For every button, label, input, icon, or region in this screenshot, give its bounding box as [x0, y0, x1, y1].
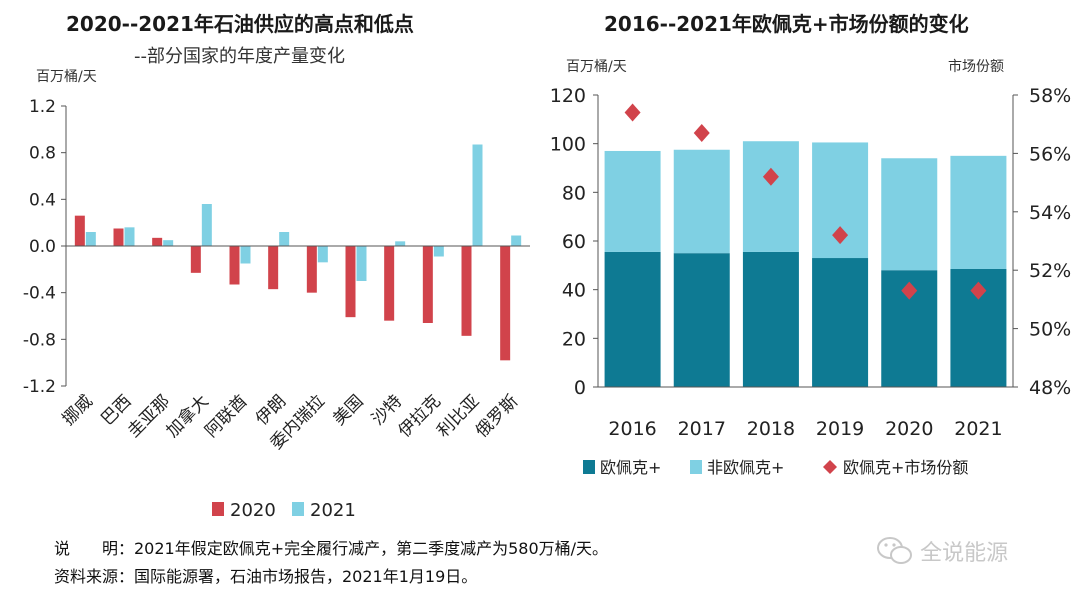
bar-opec-2016 [604, 251, 661, 387]
right-x-tick-label: 2018 [747, 418, 795, 440]
bar-2021-俄罗斯 [511, 235, 522, 246]
right-y-tick-label: 20 [562, 328, 586, 350]
bar-2020-利比亚 [461, 246, 472, 336]
bar-non-opec-2020 [881, 158, 938, 271]
bar-opec-2018 [742, 251, 799, 387]
right-y2-tick-label: 52% [1029, 260, 1071, 282]
legend-swatch-2021 [292, 502, 304, 516]
left-y-tick-label: 0.8 [29, 144, 56, 164]
bar-2021-伊拉克 [433, 246, 444, 257]
share-diamond-2020 [901, 281, 918, 300]
right-y-tick-label: 0 [574, 377, 586, 399]
right-y-tick-label: 60 [562, 231, 586, 253]
right-chart-unit-left: 百万桶/天 [566, 59, 627, 75]
bar-2021-伊朗 [279, 232, 290, 246]
bar-2021-委内瑞拉 [317, 246, 328, 263]
right-x-tick-label: 2021 [954, 418, 1002, 440]
bar-2021-巴西 [124, 227, 135, 246]
left-x-tick-label: 利比亚 [433, 391, 483, 441]
left-y-tick-label: 0.4 [29, 190, 56, 210]
left-x-tick-label: 挪威 [59, 391, 97, 429]
bar-2020-圭亚那 [152, 237, 163, 246]
left-y-tick-label: -0.4 [23, 284, 56, 304]
bar-2021-利比亚 [472, 144, 483, 246]
share-diamond-2017 [693, 123, 710, 142]
right-y2-tick-label: 56% [1029, 143, 1071, 165]
left-y-tick-label: 0.0 [29, 237, 56, 257]
left-chart-unit: 百万桶/天 [36, 69, 97, 85]
bar-non-opec-2016 [604, 150, 661, 252]
left-y-tick-label: -0.8 [23, 330, 56, 350]
left-chart-title: 2020--2021年石油供应的高点和低点 [66, 12, 414, 36]
left-y-tick-label: 1.2 [29, 97, 56, 117]
right-chart-unit-right: 市场份额 [948, 59, 1004, 75]
bar-2021-圭亚那 [163, 240, 174, 246]
bar-non-opec-2021 [950, 155, 1007, 269]
left-x-tick-label: 美国 [329, 391, 367, 429]
watermark: 全说能源 [875, 534, 1008, 568]
bar-2020-挪威 [74, 215, 85, 246]
right-x-tick-label: 2019 [816, 418, 864, 440]
right-y-tick-label: 120 [550, 85, 586, 107]
bar-2021-阿联酋 [240, 246, 251, 264]
bar-non-opec-2018 [742, 141, 799, 252]
left-chart-subtitle: --部分国家的年度产量变化 [134, 46, 345, 67]
share-diamond-2016 [624, 103, 641, 122]
right-y2-tick-label: 48% [1029, 377, 1071, 399]
bar-2021-挪威 [85, 232, 96, 246]
right-y2-tick-label: 54% [1029, 202, 1071, 224]
share-diamond-2018 [762, 167, 779, 186]
legend-label-non-opec: 非欧佩克+ [707, 458, 784, 477]
left-x-tick-label: 俄罗斯 [472, 391, 522, 441]
wechat-icon [877, 537, 912, 564]
right-chart-title: 2016--2021年欧佩克+市场份额的变化 [604, 12, 969, 36]
legend-label-2021: 2021 [310, 500, 356, 521]
right-x-tick-label: 2017 [678, 418, 726, 440]
legend-swatch-2020 [212, 502, 224, 516]
right-y-tick-label: 80 [562, 182, 586, 204]
bar-2021-加拿大 [201, 204, 212, 246]
legend-label-2020: 2020 [230, 500, 276, 521]
bar-2020-沙特 [384, 246, 395, 321]
right-y2-tick-label: 50% [1029, 319, 1071, 341]
bar-2020-巴西 [113, 228, 124, 246]
legend-label-share: 欧佩克+市场份额 [843, 458, 968, 477]
legend-swatch-share [823, 460, 837, 474]
bar-2020-俄罗斯 [500, 246, 511, 361]
right-y-tick-label: 40 [562, 280, 586, 302]
bar-non-opec-2017 [673, 149, 730, 254]
share-diamond-2021 [970, 281, 987, 300]
watermark-text: 全说能源 [920, 541, 1009, 566]
note-description: 说 明：2021年假定欧佩克+完全履行减产，第二季度减产为580万桶/天。 [54, 539, 609, 558]
bar-2020-伊拉克 [422, 246, 433, 323]
left-x-tick-label: 圭亚那 [124, 391, 174, 441]
bar-opec-2019 [812, 258, 869, 387]
bar-2020-阿联酋 [229, 246, 240, 285]
left-x-tick-label: 加拿大 [162, 391, 213, 442]
right-y-tick-label: 100 [550, 134, 586, 156]
legend-label-opec: 欧佩克+ [600, 458, 661, 477]
right-x-tick-label: 2020 [885, 418, 933, 440]
bar-opec-2017 [673, 253, 730, 387]
bar-2021-沙特 [395, 241, 406, 246]
legend-swatch-opec [583, 460, 595, 474]
left-x-tick-label: 伊拉克 [395, 391, 445, 441]
left-x-tick-label: 阿联酋 [201, 391, 251, 441]
share-diamond-2019 [832, 226, 849, 245]
right-x-tick-label: 2016 [608, 418, 656, 440]
bar-2020-伊朗 [268, 246, 279, 290]
left-y-tick-label: -1.2 [23, 377, 56, 397]
bar-2021-美国 [356, 246, 367, 281]
bar-2020-委内瑞拉 [306, 246, 317, 293]
bar-2020-加拿大 [190, 246, 201, 273]
bar-2020-美国 [345, 246, 356, 318]
right-y2-tick-label: 58% [1029, 85, 1071, 107]
legend-swatch-non-opec [690, 460, 702, 474]
note-source: 资料来源：国际能源署，石油市场报告，2021年1月19日。 [54, 567, 478, 586]
